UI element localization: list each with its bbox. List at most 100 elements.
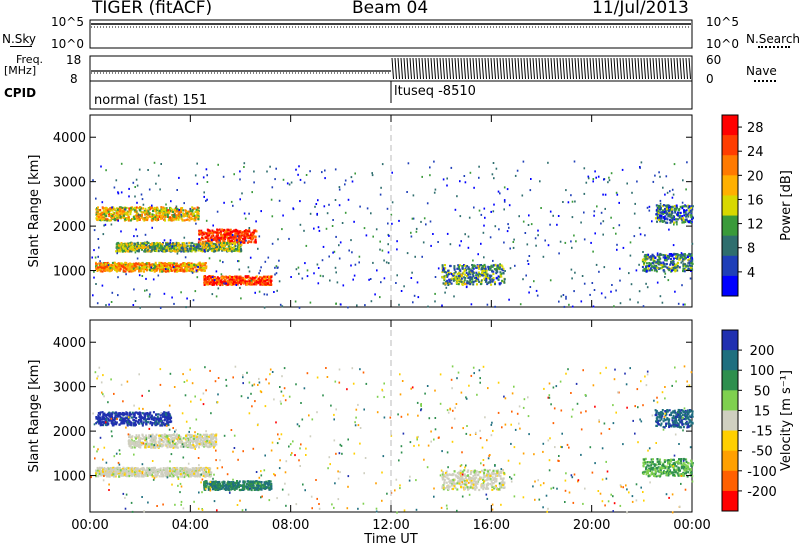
echo-cell	[214, 277, 216, 280]
echo-cell	[191, 217, 194, 220]
echo-cell	[202, 237, 205, 240]
echo-cell	[98, 421, 101, 424]
echo-cell	[529, 286, 532, 288]
echo-cell	[115, 264, 118, 267]
echo-cell	[171, 247, 174, 250]
echo-cell	[194, 290, 197, 293]
echo-cell	[678, 216, 681, 219]
echo-cell	[222, 233, 225, 237]
echo-cell	[130, 265, 133, 268]
echo-cell	[681, 260, 684, 263]
echo-cell	[270, 279, 273, 282]
echo-cell	[95, 213, 98, 216]
echo-cell	[128, 268, 131, 271]
echo-cell	[660, 262, 663, 265]
echo-cell	[130, 250, 133, 253]
echo-cell	[234, 235, 237, 238]
echo-cell	[485, 272, 488, 275]
echo-cell	[669, 254, 672, 257]
echo-cell	[199, 263, 202, 267]
echo-cell	[239, 245, 242, 248]
echo-cell	[144, 472, 147, 475]
echo-cell	[473, 276, 476, 280]
echo-cell	[103, 421, 105, 424]
echo-cell	[178, 245, 181, 248]
echo-cell	[134, 217, 137, 220]
echo-cell	[656, 220, 658, 223]
echo-cell	[160, 163, 162, 165]
echo-cell	[659, 175, 661, 178]
echo-cell	[674, 269, 677, 272]
echo-cell	[218, 281, 221, 284]
echo-cell	[151, 265, 154, 268]
echo-cell	[224, 275, 226, 278]
echo-cell	[249, 277, 252, 280]
echo-cell	[208, 230, 211, 234]
echo-cell	[664, 276, 666, 278]
echo-cell	[528, 255, 531, 257]
echo-cell	[140, 422, 143, 425]
echo-cell	[223, 231, 226, 234]
echo-cell	[105, 218, 108, 221]
echo-cell	[206, 234, 209, 237]
echo-cell	[141, 266, 144, 269]
echo-cell	[603, 266, 606, 269]
echo-cell	[255, 281, 258, 284]
echo-cell	[608, 179, 611, 182]
echo-cell	[158, 247, 161, 250]
echo-cell	[141, 275, 144, 277]
echo-cell	[252, 231, 255, 235]
echo-cell	[186, 212, 189, 215]
echo-cell	[653, 266, 656, 269]
echo-cell	[164, 423, 167, 427]
echo-cell	[140, 416, 143, 419]
echo-cell	[670, 216, 673, 219]
echo-cell	[460, 273, 463, 277]
echo-cell	[124, 417, 127, 420]
echo-cell	[134, 243, 137, 246]
echo-cell	[602, 193, 604, 196]
echo-cell	[117, 262, 120, 265]
echo-cell	[207, 283, 209, 286]
echo-cell	[236, 235, 239, 238]
echo-cell	[263, 293, 266, 296]
echo-cell	[157, 274, 160, 277]
echo-cell	[191, 249, 194, 252]
echo-cell	[164, 418, 167, 421]
echo-cell	[152, 209, 154, 213]
echo-cell	[658, 253, 661, 256]
echo-cell	[477, 271, 480, 274]
echo-cell	[524, 232, 527, 234]
echo-cell	[243, 231, 246, 234]
echo-cell	[238, 239, 241, 242]
echo-cell	[452, 272, 455, 276]
echo-cell	[654, 256, 657, 259]
echo-cell	[122, 270, 125, 273]
echo-cell	[262, 276, 265, 279]
echo-cell	[180, 215, 183, 218]
echo-cell	[208, 473, 211, 476]
echo-cell	[658, 218, 660, 221]
echo-cell	[101, 211, 104, 214]
echo-cell	[635, 269, 638, 272]
echo-cell	[450, 166, 453, 169]
echo-cell	[190, 264, 193, 267]
echo-cell	[223, 280, 226, 284]
echo-cell	[234, 247, 237, 250]
echo-cell	[107, 412, 110, 415]
echo-cell	[406, 191, 408, 193]
echo-cell	[185, 306, 187, 309]
echo-cell	[212, 234, 215, 237]
echo-cell	[254, 276, 257, 279]
echo-cell	[278, 259, 280, 262]
echo-cell	[94, 256, 97, 259]
echo-cell	[143, 474, 146, 477]
echo-cell	[313, 227, 315, 230]
echo-cell	[687, 215, 690, 218]
echo-cell	[218, 243, 221, 246]
echo-cell	[142, 416, 144, 419]
echo-cell	[122, 210, 125, 213]
echo-cell	[321, 259, 324, 262]
echo-cell	[224, 278, 227, 281]
echo-cell	[192, 207, 195, 210]
